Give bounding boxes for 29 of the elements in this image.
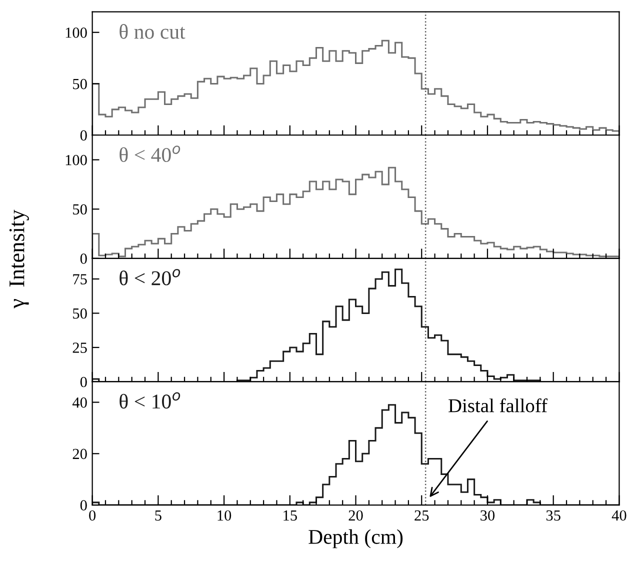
- y-tick-label: 0: [80, 500, 87, 510]
- y-tick-label: 50: [73, 78, 87, 90]
- x-tick-label: 25: [414, 510, 429, 521]
- x-tick-label: 35: [546, 510, 560, 521]
- y-tick-label: 40: [72, 397, 87, 408]
- y-tick-label: 0: [80, 254, 87, 264]
- x-tick-label: 15: [284, 510, 297, 521]
- x-tick-label: 0: [89, 510, 96, 521]
- x-tick-label: 30: [480, 510, 495, 521]
- y-tick-label: 0: [80, 130, 87, 141]
- chart-title: θ no cut: [120, 24, 186, 39]
- y-tick-label: 100: [66, 154, 87, 166]
- chart-title: θ < 10$^{o}$: [120, 392, 180, 409]
- y-tick-label: 0: [80, 376, 87, 388]
- y-tick-label: 25: [72, 342, 87, 353]
- chart-title: θ < 20$^{o}$: [120, 268, 180, 286]
- chart-title: θ < 40$^{o}$: [120, 146, 180, 162]
- y-tick-label: 50: [73, 204, 87, 215]
- y-tick-label: 100: [66, 28, 87, 38]
- x-axis-title: Depth (cm): [308, 529, 403, 548]
- y-tick-label: 75: [73, 274, 87, 284]
- x-tick-label: 5: [155, 510, 162, 521]
- x-tick-label: 20: [348, 510, 363, 521]
- y-axis-title: γ Intensity: [9, 210, 29, 308]
- x-tick-label: 10: [218, 510, 232, 521]
- y-tick-label: 50: [73, 308, 87, 319]
- x-tick-label: 40: [612, 510, 626, 521]
- y-tick-label: 20: [72, 448, 87, 460]
- annotation: Distal falloff: [448, 398, 548, 412]
